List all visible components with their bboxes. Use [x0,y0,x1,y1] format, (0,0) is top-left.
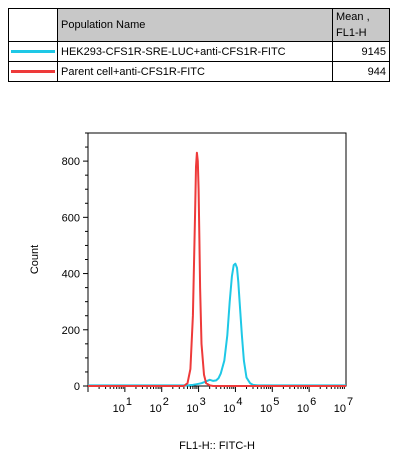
table-row: Parent cell+anti-CFS1R-FITC 944 [8,61,390,82]
x-tick-label: 10 [260,403,272,415]
series-line-0 [88,262,346,387]
population-name: HEK293-CFS1R-SRE-LUC+anti-CFS1R-FITC [57,41,333,62]
cyan-line-swatch [11,50,55,53]
series-line-1 [88,151,346,387]
series-swatch-cell [8,61,58,82]
series-layer [88,151,346,387]
x-tick-label: 10 [186,403,198,415]
y-axis-label: Count [29,245,41,274]
header-blank-cell [8,8,58,42]
plot-border [87,132,347,387]
population-table: Population Name Mean , FL1-H HEK293-CFS1… [8,8,390,82]
x-tick-exponent: 1 [126,396,132,408]
y-tick-label: 400 [62,269,80,281]
x-tick-label: 10 [334,403,346,415]
x-tick-exponent: 4 [236,396,242,408]
population-mean: 9145 [332,41,390,62]
x-tick-exponent: 5 [273,396,279,408]
y-tick-label: 0 [74,381,80,393]
x-tick-label: 10 [149,403,161,415]
x-tick-exponent: 3 [200,396,206,408]
header-mean: Mean , FL1-H [332,8,390,42]
y-axis: 0 200 400 600 800 [62,132,88,393]
x-tick-label: 10 [297,403,309,415]
y-tick-label: 200 [62,325,80,337]
x-tick-exponent: 6 [310,396,316,408]
y-tick-label: 800 [62,156,80,168]
plot-frame [87,132,347,387]
x-axis-label: FL1-H:: FITC-H [179,440,255,452]
y-tick-label: 600 [62,212,80,224]
x-tick-exponent: 2 [163,396,169,408]
table-row: HEK293-CFS1R-SRE-LUC+anti-CFS1R-FITC 914… [8,41,390,62]
population-mean: 944 [332,61,390,82]
x-tick-exponent: 7 [347,396,353,408]
x-tick-label: 10 [113,403,125,415]
x-tick-label: 10 [223,403,235,415]
red-line-swatch [11,70,55,73]
population-name: Parent cell+anti-CFS1R-FITC [57,61,333,82]
